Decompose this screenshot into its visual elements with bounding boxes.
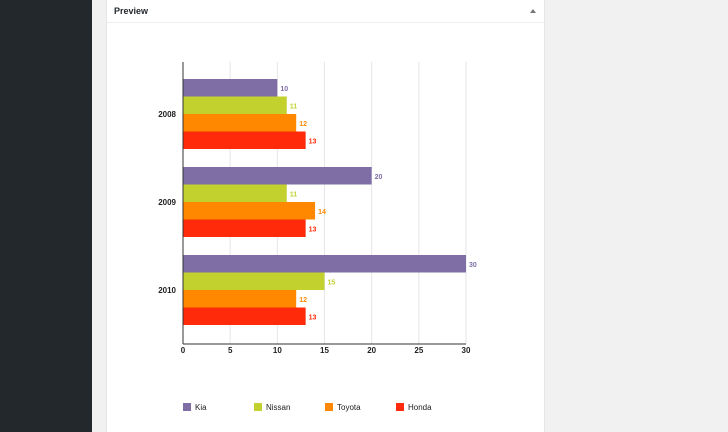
legend-label: Toyota — [337, 403, 361, 412]
bar — [183, 202, 316, 220]
legend-swatch — [183, 403, 191, 411]
data-label: 13 — [309, 314, 317, 321]
category-label: 2009 — [158, 198, 176, 207]
admin-sidebar — [0, 0, 92, 432]
legend-label: Nissan — [266, 403, 290, 412]
bar — [183, 184, 287, 202]
data-label: 13 — [309, 226, 317, 233]
x-tick-label: 15 — [320, 346, 329, 355]
category-label: 2010 — [158, 286, 176, 295]
bar — [183, 114, 297, 132]
x-tick-label: 30 — [462, 346, 471, 355]
legend-swatch — [325, 403, 333, 411]
legend-label: Honda — [408, 403, 432, 412]
data-label: 13 — [309, 138, 317, 145]
data-label: 10 — [280, 86, 288, 93]
preview-title: Preview — [114, 6, 149, 16]
legend-swatch — [254, 403, 262, 411]
collapse-arrow-icon[interactable] — [530, 9, 536, 13]
bar — [183, 219, 306, 237]
bar — [183, 131, 306, 149]
bar — [183, 307, 306, 325]
data-label: 20 — [375, 174, 383, 181]
bar — [183, 79, 278, 97]
preview-panel: Preview — [106, 0, 545, 432]
bar — [183, 290, 297, 308]
x-tick-label: 20 — [367, 346, 376, 355]
bar — [183, 96, 287, 114]
legend-swatch — [396, 403, 404, 411]
data-label: 30 — [469, 262, 477, 269]
preview-panel-header[interactable]: Preview — [107, 0, 544, 23]
legend-label: Kia — [195, 403, 207, 412]
data-label: 11 — [290, 103, 298, 110]
data-label: 12 — [299, 297, 307, 304]
data-label: 14 — [318, 209, 326, 216]
x-tick-label: 0 — [181, 346, 186, 355]
data-label: 12 — [299, 121, 307, 128]
data-label: 15 — [328, 279, 336, 286]
bar — [183, 255, 466, 273]
x-tick-label: 10 — [273, 346, 282, 355]
x-tick-label: 5 — [228, 346, 233, 355]
x-tick-label: 25 — [414, 346, 423, 355]
bar — [183, 167, 372, 185]
category-label: 2008 — [158, 110, 176, 119]
data-label: 11 — [290, 191, 298, 198]
bar — [183, 272, 325, 290]
